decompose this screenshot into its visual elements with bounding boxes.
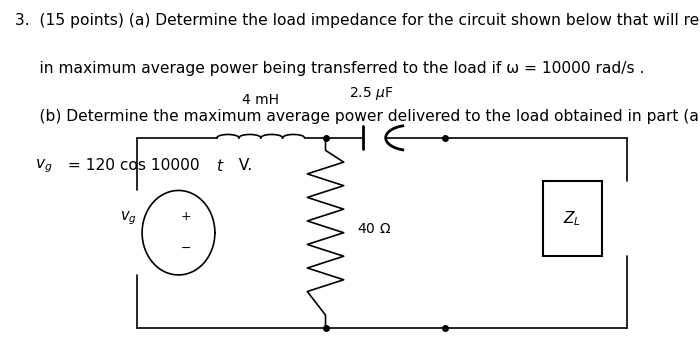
- Text: 40 $\Omega$: 40 $\Omega$: [357, 222, 391, 236]
- Text: 2.5 $\mu$F: 2.5 $\mu$F: [349, 85, 393, 102]
- Bar: [542, 181, 602, 256]
- Text: 3.  (15 points) (a) Determine the load impedance for the circuit shown below tha: 3. (15 points) (a) Determine the load im…: [15, 13, 700, 28]
- Text: (b) Determine the maximum average power delivered to the load obtained in part (: (b) Determine the maximum average power …: [15, 109, 700, 124]
- Text: = 120 cos 10000: = 120 cos 10000: [63, 158, 199, 173]
- Text: $v_g$: $v_g$: [35, 158, 52, 175]
- Text: +: +: [180, 210, 191, 223]
- Text: in maximum average power being transferred to the load if ω = 10000 rad/s .: in maximum average power being transferr…: [15, 61, 645, 76]
- Text: $t$: $t$: [216, 158, 225, 174]
- Text: $v_g$: $v_g$: [120, 209, 136, 227]
- Text: $Z_L$: $Z_L$: [564, 209, 581, 228]
- Text: V.: V.: [229, 158, 252, 173]
- Text: 4 mH: 4 mH: [242, 93, 279, 107]
- Text: −: −: [181, 242, 190, 255]
